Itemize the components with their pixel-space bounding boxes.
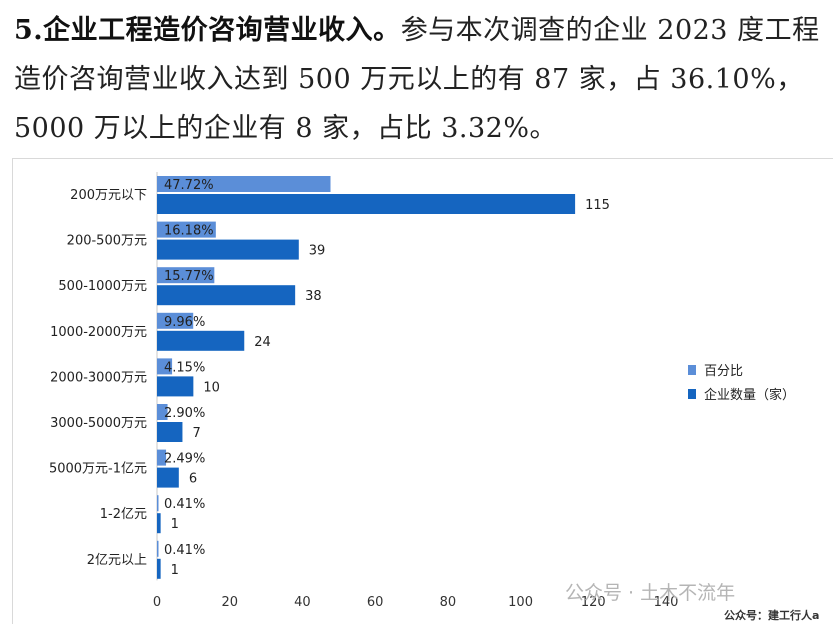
count-data-label: 39: [309, 244, 326, 259]
count-data-label: 115: [585, 198, 610, 213]
count-bar: [157, 194, 576, 214]
percent-bar: [157, 449, 167, 466]
count-bar: [157, 330, 245, 351]
count-bar: [157, 285, 296, 306]
percent-bar: [157, 540, 159, 557]
category-label: 1-2亿元: [100, 507, 147, 522]
x-tick-label: 140: [654, 595, 679, 610]
x-tick-label: 60: [367, 595, 384, 610]
legend-swatch: [688, 389, 696, 399]
category-label: 500-1000万元: [58, 279, 147, 294]
legend-label: 百分比: [704, 364, 743, 379]
legend-label: 企业数量（家）: [704, 387, 795, 403]
percent-data-label: 47.72%: [164, 178, 214, 193]
count-data-label: 1: [171, 517, 179, 532]
count-data-label: 7: [192, 426, 200, 441]
section-heading: 5.企业工程造价咨询营业收入。: [14, 15, 401, 46]
intro-paragraph: 5.企业工程造价咨询营业收入。参与本次调查的企业 2023 度工程造价咨询营业收…: [14, 6, 829, 153]
percent-data-label: 2.90%: [164, 406, 205, 421]
category-label: 2000-3000万元: [50, 370, 147, 385]
category-label: 200万元以下: [70, 188, 147, 203]
category-label: 2亿元以上: [87, 553, 147, 568]
category-label: 200-500万元: [67, 234, 147, 249]
legend-swatch: [688, 365, 696, 375]
count-bar: [157, 513, 161, 534]
percent-bar: [157, 358, 173, 375]
percent-data-label: 15.77%: [164, 269, 214, 284]
count-data-label: 1: [171, 563, 179, 578]
count-bar: [157, 422, 183, 442]
count-data-label: 10: [203, 380, 220, 395]
percent-bar: [157, 176, 331, 192]
percent-data-label: 16.18%: [164, 224, 214, 239]
x-tick-label: 0: [153, 595, 161, 610]
percent-data-label: 0.41%: [164, 543, 205, 558]
x-tick-label: 80: [440, 595, 457, 610]
percent-data-label: 4.15%: [164, 360, 205, 375]
percent-data-label: 0.41%: [164, 497, 205, 512]
x-tick-label: 100: [508, 595, 533, 610]
count-data-label: 38: [305, 289, 322, 304]
count-data-label: 6: [189, 472, 197, 487]
percent-data-label: 9.96%: [164, 315, 205, 330]
count-bar: [157, 558, 161, 579]
category-label: 5000万元-1亿元: [49, 462, 147, 477]
percent-bar: [157, 221, 216, 238]
footer-note: 公众号：建工行人a: [724, 609, 820, 622]
category-label: 1000-2000万元: [50, 325, 147, 340]
watermark: 公众号 · 土木不流年: [565, 582, 736, 604]
x-tick-label: 20: [221, 595, 238, 610]
x-tick-label: 120: [581, 595, 606, 610]
count-data-label: 24: [254, 335, 271, 350]
percent-bar: [157, 495, 159, 512]
count-bar: [157, 376, 194, 397]
percent-bar: [157, 404, 168, 420]
count-bar: [157, 467, 179, 488]
percent-data-label: 2.49%: [164, 452, 205, 467]
percent-bar: [157, 312, 194, 329]
chart-frame: [12, 158, 833, 624]
paragraph-body: 参与本次调查的企业 2023 度工程造价咨询营业收入达到 500 万元以上的有 …: [14, 15, 820, 144]
percent-bar: [157, 267, 215, 284]
count-bar: [157, 239, 299, 260]
category-label: 3000-5000万元: [50, 416, 147, 431]
x-tick-label: 40: [294, 595, 311, 610]
